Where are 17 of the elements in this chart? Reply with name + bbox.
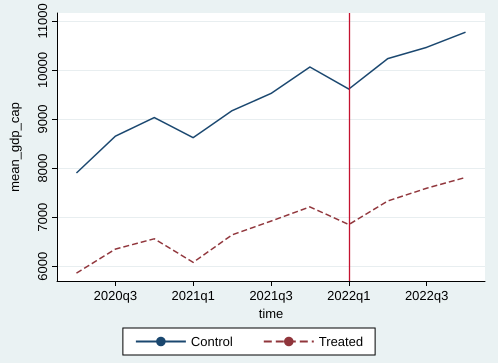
x-tick-label: 2020q3 [94, 288, 138, 303]
line-series [76, 31, 466, 174]
x-tick-label: 2022q1 [327, 288, 371, 303]
y-tick-label: 6000 [35, 252, 50, 281]
x-tick-label: 2021q1 [171, 288, 215, 303]
y-tick-label: 8000 [35, 154, 50, 183]
y-axis-title: mean_gdp_cap [7, 102, 22, 192]
y-tick-label: 9000 [35, 104, 50, 134]
x-tick-label: 2022q3 [404, 288, 448, 303]
y-tick-label: 10000 [35, 52, 50, 88]
line-series [76, 176, 466, 274]
x-axis-title: time [258, 306, 284, 321]
legend-label: Control [190, 334, 233, 349]
y-tick-label: 7000 [35, 202, 50, 232]
x-tick-label: 2021q3 [249, 288, 293, 303]
legend-label: Treated [318, 334, 364, 349]
y-tick-label: 11000 [35, 3, 50, 38]
